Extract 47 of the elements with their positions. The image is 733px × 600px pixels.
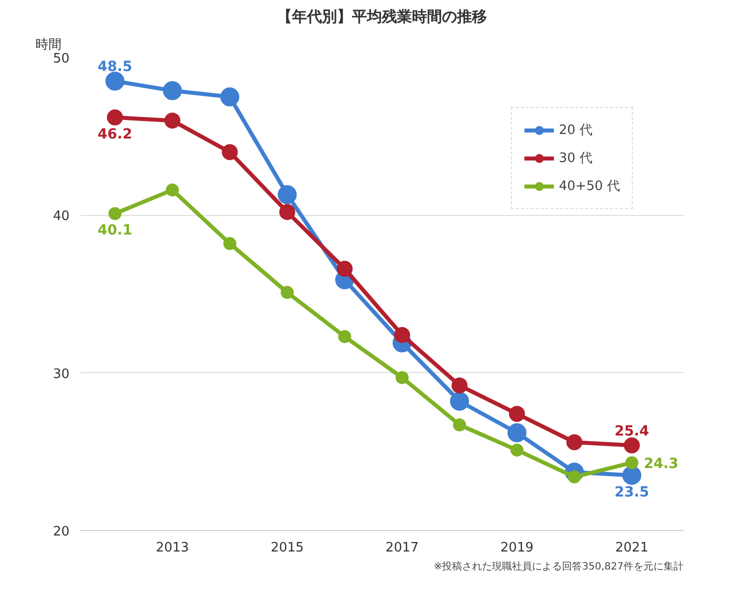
data-label: 25.4 bbox=[614, 423, 650, 440]
point bbox=[508, 406, 525, 422]
point bbox=[624, 437, 640, 454]
data-label: 23.5 bbox=[614, 484, 650, 500]
x-tick-label: 2013 bbox=[156, 540, 189, 556]
point bbox=[222, 144, 238, 160]
point bbox=[220, 87, 240, 106]
point bbox=[453, 418, 466, 432]
point bbox=[162, 81, 182, 100]
point bbox=[625, 456, 638, 470]
point bbox=[166, 183, 179, 196]
point bbox=[278, 185, 297, 204]
x-tick-label: 2017 bbox=[386, 540, 419, 556]
point bbox=[507, 423, 526, 442]
point bbox=[105, 72, 124, 91]
data-label: 24.3 bbox=[644, 456, 678, 472]
data-label: 48.5 bbox=[98, 59, 132, 76]
point bbox=[622, 466, 642, 485]
point bbox=[279, 204, 296, 220]
point bbox=[338, 330, 352, 344]
x-tick-label: 2015 bbox=[270, 540, 304, 556]
point bbox=[450, 392, 470, 411]
data-label: 46.2 bbox=[98, 126, 132, 142]
point bbox=[566, 434, 582, 450]
legend-label: 30 代 bbox=[558, 150, 593, 167]
y-axis-title: 時間 bbox=[36, 38, 62, 52]
point bbox=[280, 286, 294, 299]
legend-label: 40+50 代 bbox=[558, 178, 620, 195]
y-tick-label: 50 bbox=[52, 52, 70, 66]
data-label: 40.1 bbox=[98, 222, 132, 239]
point bbox=[452, 377, 468, 394]
point bbox=[108, 207, 122, 220]
x-tick-label: 2019 bbox=[500, 540, 534, 556]
y-tick-label: 20 bbox=[52, 524, 70, 540]
point bbox=[396, 371, 409, 384]
x-tick-label: 2021 bbox=[615, 540, 648, 556]
text: ※投稿された現職社員による回答350,827件を元に集計 bbox=[434, 560, 684, 572]
y-tick-label: 40 bbox=[52, 209, 70, 224]
point bbox=[223, 237, 236, 250]
y-tick-label: 30 bbox=[52, 366, 70, 382]
point bbox=[164, 112, 180, 129]
point bbox=[106, 109, 123, 126]
point bbox=[336, 260, 353, 277]
chart-title: 【年代別】平均残業時間の推移 bbox=[277, 8, 487, 26]
point bbox=[394, 327, 410, 343]
point bbox=[510, 444, 524, 457]
legend-label: 20 代 bbox=[558, 122, 593, 139]
